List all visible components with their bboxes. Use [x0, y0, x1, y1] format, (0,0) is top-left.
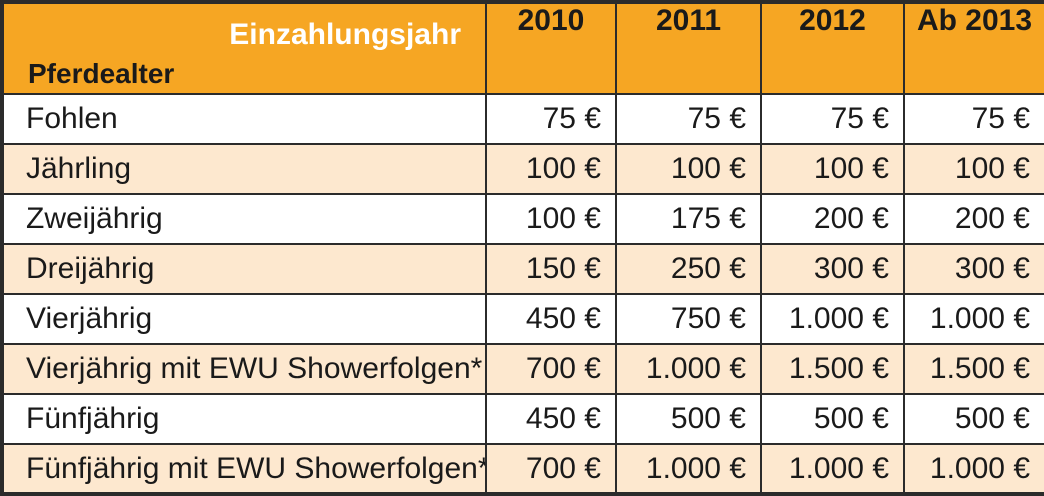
- fee-cell: 75 €: [485, 93, 617, 145]
- payment-year-label: Einzahlungsjahr: [229, 18, 461, 51]
- fee-cell: 100 €: [485, 143, 617, 195]
- fee-cell: 300 €: [903, 243, 1044, 295]
- fee-cell: 75 €: [903, 93, 1044, 145]
- fee-cell: 1.000 €: [615, 443, 762, 495]
- row-label: Vierjährig: [1, 293, 487, 345]
- year-header-2011: 2011: [615, 1, 762, 95]
- year-header-2012: 2012: [760, 1, 905, 95]
- fee-cell: 700 €: [485, 343, 617, 395]
- fee-cell: 450 €: [485, 293, 617, 345]
- row-label: Jährling: [1, 143, 487, 195]
- table-row: Jährling 100 € 100 € 100 € 100 €: [1, 143, 1044, 195]
- fee-cell: 200 €: [760, 193, 905, 245]
- fee-cell: 175 €: [615, 193, 762, 245]
- fee-cell: 1.000 €: [760, 443, 905, 495]
- row-label: Vierjährig mit EWU Showerfolgen*: [1, 343, 487, 395]
- year-header-ab-2013: Ab 2013: [903, 1, 1044, 95]
- fee-cell: 100 €: [760, 143, 905, 195]
- fee-cell: 1.500 €: [760, 343, 905, 395]
- fee-cell: 1.000 €: [903, 443, 1044, 495]
- corner-header-cell: Einzahlungsjahr Pferdealter: [1, 1, 487, 95]
- fee-cell: 1.000 €: [760, 293, 905, 345]
- fee-cell: 150 €: [485, 243, 617, 295]
- fee-cell: 1.000 €: [903, 293, 1044, 345]
- row-label: Zweijährig: [1, 193, 487, 245]
- fee-cell: 100 €: [615, 143, 762, 195]
- fee-cell: 500 €: [903, 393, 1044, 445]
- fee-cell: 750 €: [615, 293, 762, 345]
- fee-cell: 700 €: [485, 443, 617, 495]
- horse-age-label: Pferdealter: [28, 58, 175, 89]
- row-label: Fohlen: [1, 93, 487, 145]
- fee-cell: 300 €: [760, 243, 905, 295]
- table-row: Fünfjährig 450 € 500 € 500 € 500 €: [1, 393, 1044, 445]
- table-row: Dreijährig 150 € 250 € 300 € 300 €: [1, 243, 1044, 295]
- fee-cell: 200 €: [903, 193, 1044, 245]
- row-label: Fünfjährig: [1, 393, 487, 445]
- year-header-2010: 2010: [485, 1, 617, 95]
- row-label: Dreijährig: [1, 243, 487, 295]
- fee-cell: 75 €: [615, 93, 762, 145]
- table-row: Vierjährig 450 € 750 € 1.000 € 1.000 €: [1, 293, 1044, 345]
- fee-cell: 500 €: [760, 393, 905, 445]
- row-label: Fünfjährig mit EWU Showerfolgen*: [1, 443, 487, 495]
- fee-cell: 100 €: [485, 193, 617, 245]
- table-row: Fohlen 75 € 75 € 75 € 75 €: [1, 93, 1044, 145]
- fee-cell: 75 €: [760, 93, 905, 145]
- fee-cell: 450 €: [485, 393, 617, 445]
- fee-cell: 250 €: [615, 243, 762, 295]
- fee-cell: 1.500 €: [903, 343, 1044, 395]
- fee-cell: 500 €: [615, 393, 762, 445]
- table-row: Vierjährig mit EWU Showerfolgen* 700 € 1…: [1, 343, 1044, 395]
- header-row: Einzahlungsjahr Pferdealter 2010 2011 20…: [1, 1, 1044, 95]
- fee-cell: 1.000 €: [615, 343, 762, 395]
- table-row: Fünfjährig mit EWU Showerfolgen* 700 € 1…: [1, 443, 1044, 495]
- table-row: Zweijährig 100 € 175 € 200 € 200 €: [1, 193, 1044, 245]
- fee-cell: 100 €: [903, 143, 1044, 195]
